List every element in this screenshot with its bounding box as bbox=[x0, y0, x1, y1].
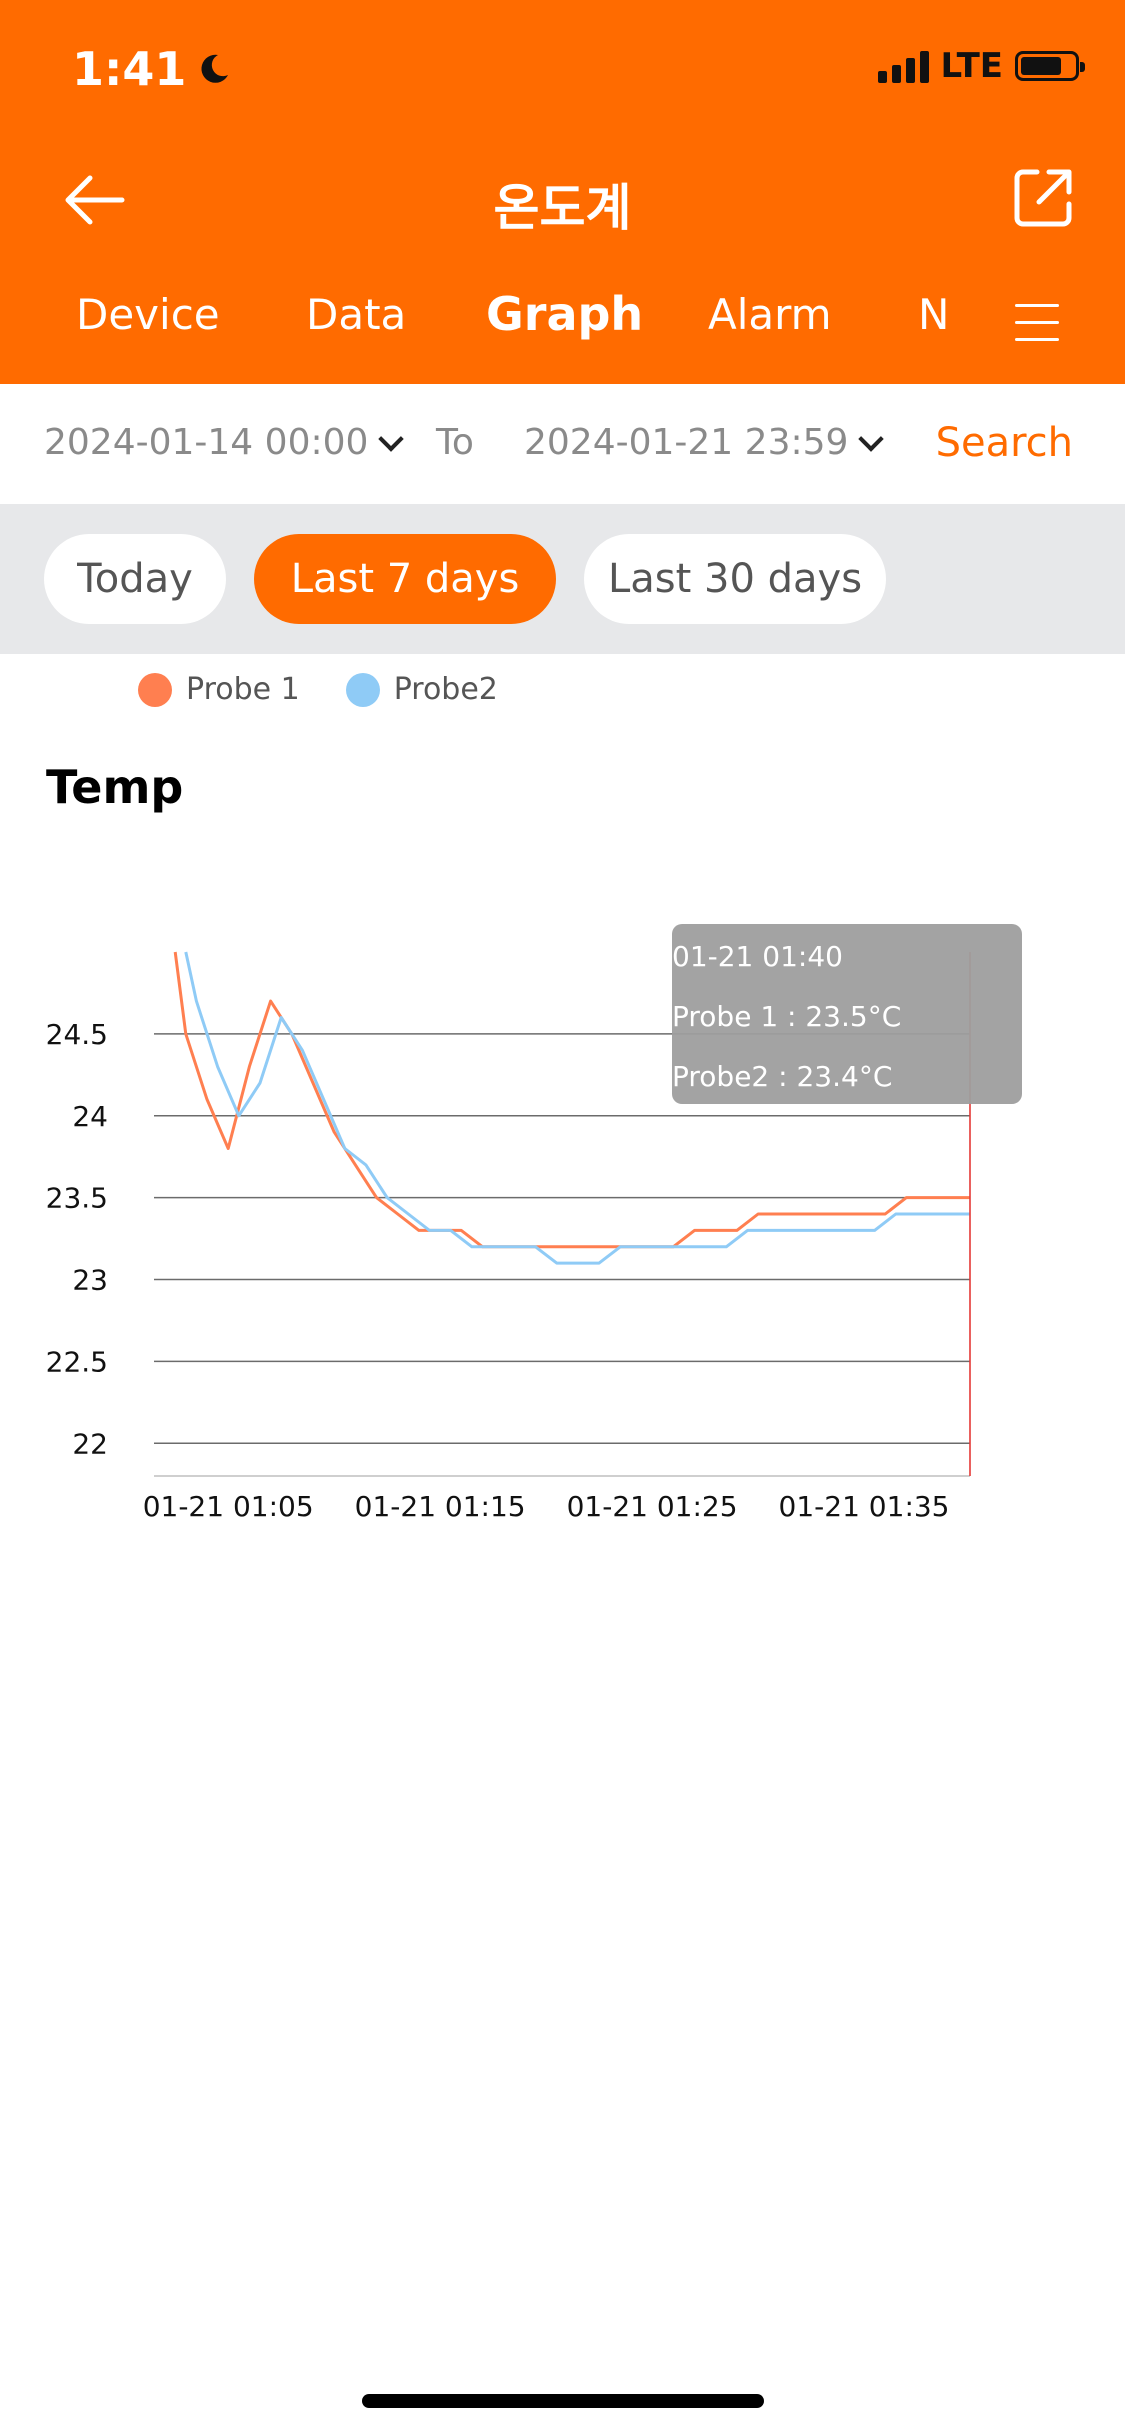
network-label: LTE bbox=[940, 46, 1003, 86]
y-tick-label: 22 bbox=[72, 1427, 108, 1460]
app-header: 1:41 LTE 온도계 Device Data Graph Alarm N bbox=[0, 0, 1125, 384]
to-label: To bbox=[436, 422, 474, 463]
y-tick-label: 22.5 bbox=[46, 1345, 108, 1378]
temp-chart[interactable]: 22 22.5 23 23.5 24 24.5 01-21 01:05 01-21 01:15… bbox=[0, 0, 1125, 1560]
signal-icon bbox=[877, 49, 929, 83]
date-from-select[interactable]: 2024-01-14 00:00 bbox=[44, 422, 405, 463]
status-indicators: LTE bbox=[877, 46, 1085, 86]
tooltip-probe1-value: Probe 1 : 23.5°C bbox=[672, 1000, 901, 1033]
moon-icon bbox=[201, 54, 229, 83]
tab-bar: Device Data Graph Alarm N bbox=[0, 287, 1125, 360]
search-button[interactable]: Search bbox=[935, 420, 1073, 466]
y-tick-label: 23.5 bbox=[46, 1182, 108, 1215]
share-icon[interactable] bbox=[1011, 166, 1075, 230]
date-range-bar: 2024-01-14 00:00 To 2024-01-21 23:59 Sea… bbox=[0, 384, 1125, 504]
chart-title: Temp bbox=[46, 760, 184, 814]
date-to-select[interactable]: 2024-01-21 23:59 bbox=[524, 422, 885, 463]
series-line-2 bbox=[184, 951, 970, 1265]
nav-bar: 온도계 bbox=[0, 150, 1125, 250]
tab-device[interactable]: Device bbox=[76, 290, 220, 339]
legend-item-probe1[interactable]: Probe 1 bbox=[138, 672, 300, 707]
chart-tooltip: 01-21 01:40 Probe 1 : 23.5°C Probe2 : 23.4… bbox=[672, 924, 1022, 1104]
status-time: 1:41 bbox=[72, 42, 232, 96]
home-indicator[interactable] bbox=[362, 2394, 764, 2408]
range-last-30-days-button[interactable]: Last 30 days bbox=[584, 534, 886, 624]
hamburger-menu-icon[interactable] bbox=[1015, 304, 1059, 344]
x-tick-label: 01-21 01:15 bbox=[355, 1490, 526, 1523]
status-time-text: 1:41 bbox=[72, 42, 187, 96]
page-title: 온도계 bbox=[493, 179, 632, 237]
range-selector: Today Last 7 days Last 30 days bbox=[0, 504, 1125, 654]
tooltip-time: 01-21 01:40 bbox=[672, 940, 843, 973]
x-tick-label: 01-21 01:35 bbox=[779, 1490, 950, 1523]
y-tick-label: 24 bbox=[72, 1100, 108, 1133]
y-tick-label: 24.5 bbox=[46, 1018, 108, 1051]
legend-label-probe2: Probe2 bbox=[393, 672, 498, 707]
legend-item-probe2[interactable]: Probe2 bbox=[345, 672, 498, 707]
range-last-7-days-button[interactable]: Last 7 days bbox=[254, 534, 556, 624]
y-tick-label: 23 bbox=[72, 1264, 108, 1297]
legend-dot-probe2 bbox=[345, 672, 380, 707]
range-today-button[interactable]: Today bbox=[44, 534, 226, 624]
legend-dot-probe1 bbox=[138, 672, 172, 707]
legend-label-probe1: Probe 1 bbox=[186, 672, 300, 707]
date-from-value: 2024-01-14 00:00 bbox=[44, 422, 369, 463]
tab-graph[interactable]: Graph bbox=[486, 287, 644, 341]
tab-n[interactable]: N bbox=[918, 290, 950, 339]
tooltip-box bbox=[672, 924, 1022, 1104]
x-tick-label: 01-21 01:05 bbox=[143, 1490, 314, 1523]
tab-alarm[interactable]: Alarm bbox=[708, 290, 832, 339]
date-to-value: 2024-01-21 23:59 bbox=[524, 422, 849, 463]
series-line-1 bbox=[173, 951, 970, 1249]
x-tick-label: 01-21 01:25 bbox=[567, 1490, 738, 1523]
tab-data[interactable]: Data bbox=[306, 290, 407, 339]
back-arrow-icon[interactable] bbox=[60, 170, 130, 230]
tooltip-probe2-value: Probe2 : 23.4°C bbox=[672, 1060, 892, 1093]
battery-icon bbox=[1015, 51, 1085, 81]
chart-legend: Probe 1 Probe2 bbox=[138, 672, 544, 707]
